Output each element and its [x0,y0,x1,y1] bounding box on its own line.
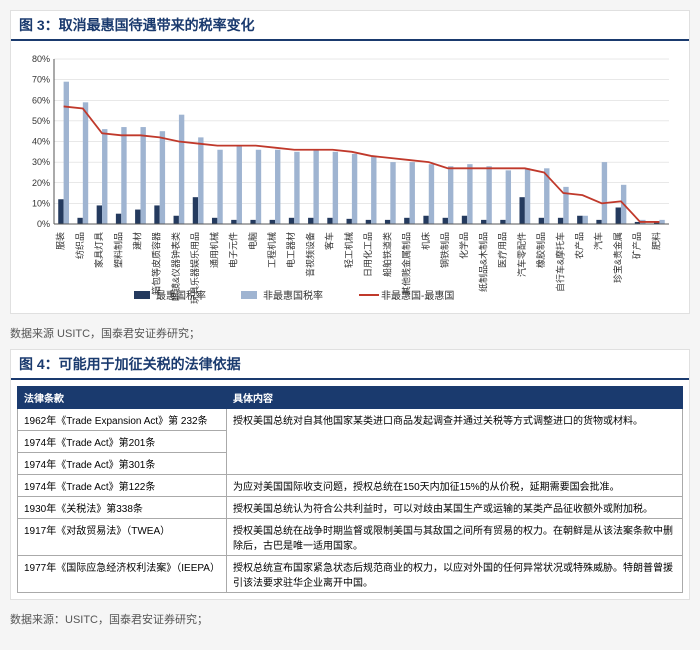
fig3-title: 图 3：取消最惠国待遇带来的税率变化 [11,11,689,41]
svg-text:30%: 30% [32,157,50,167]
figure-4: 图 4：可能用于加征关税的法律依据 法律条款具体内容 1962年《Trade E… [10,349,690,600]
svg-text:化学品: 化学品 [458,232,469,259]
svg-text:自行车&摩托车: 自行车&摩托车 [554,232,565,292]
law-cell: 1974年《Trade Act》第301条 [18,453,227,475]
desc-cell: 授权美国总统认为符合公共利益时，可以对歧由某国生产或运输的某类产品征收额外或附加… [226,497,682,519]
svg-text:50%: 50% [32,116,50,126]
svg-text:电子元件: 电子元件 [228,232,239,268]
svg-text:家具灯具: 家具灯具 [93,232,104,268]
svg-text:纺织品: 纺织品 [74,232,85,259]
law-cell: 1977年《国际应急经济权利法案》（IEEPA） [18,556,227,593]
table-row: 1974年《Trade Act》第122条为应对美国国际收支问题，授权总统在15… [18,475,683,497]
svg-text:船舶铁道类: 船舶铁道类 [381,232,392,277]
svg-text:其他贱金属制品: 其他贱金属制品 [401,232,412,295]
svg-text:机床: 机床 [420,232,431,250]
svg-text:最惠国税率: 最惠国税率 [156,289,206,302]
desc-cell: 授权美国总统对自其他国家某类进口商品发起调查并通过关税等方式调整进口的货物或材料… [226,409,682,475]
svg-text:矿产品: 矿产品 [631,232,642,259]
svg-text:电工器材: 电工器材 [285,232,296,268]
fig4-title: 图 4：可能用于加征关税的法律依据 [11,350,689,380]
svg-text:医疗用品: 医疗用品 [497,232,508,268]
svg-text:纸制品&木制品: 纸制品&木制品 [477,232,488,292]
law-cell: 1930年《关税法》第338条 [18,497,227,519]
table-header-row: 法律条款具体内容 [18,387,683,409]
fig4-source: 数据来源：USITC，国泰君安证券研究； [10,608,690,635]
svg-text:客车: 客车 [324,232,335,250]
table-row: 1962年《Trade Expansion Act》第 232条授权美国总统对自… [18,409,683,431]
svg-text:农产品: 农产品 [574,232,585,259]
svg-text:非最惠国-最惠国: 非最惠国-最惠国 [381,289,454,302]
law-cell: 1974年《Trade Act》第122条 [18,475,227,497]
table-body: 1962年《Trade Expansion Act》第 232条授权美国总统对自… [18,409,683,593]
svg-text:40%: 40% [32,137,50,147]
table-row: 1930年《关税法》第338条授权美国总统认为符合公共利益时，可以对歧由某国生产… [18,497,683,519]
svg-text:汽车零配件: 汽车零配件 [516,232,527,277]
fig4-table-wrap: 法律条款具体内容 1962年《Trade Expansion Act》第 232… [11,380,689,599]
svg-text:0%: 0% [37,219,50,229]
fig3-source: 数据来源 USITC，国泰君安证券研究； [10,322,690,349]
table-header: 具体内容 [226,387,682,409]
table-row: 1917年《对敌贸易法》（TWEA）授权美国总统在战争时期监督或限制美国与其敌国… [18,519,683,556]
svg-text:橡胶制品: 橡胶制品 [535,232,546,268]
table-header: 法律条款 [18,387,227,409]
svg-text:肥料: 肥料 [650,232,661,250]
desc-cell: 为应对美国国际收支问题，授权总统在150天内加征15%的从价税，延期需要国会批准… [226,475,682,497]
svg-text:音视频设备: 音视频设备 [304,232,315,277]
figure-3: 图 3：取消最惠国待遇带来的税率变化 0% 10% 20% 30% 40% 50% 60% 7… [10,10,690,314]
svg-text:工程机械: 工程机械 [266,232,277,268]
fig3-svg: 0% 10% 20% 30% 40% 50% 60% 70% 80% 服装纺织品家具灯具塑料制品建… [19,49,679,309]
desc-cell: 授权美国总统在战争时期监督或限制美国与其敌国之间所有贸易的权力。在朝鲜是从该法案… [226,519,682,556]
svg-text:非最惠国税率: 非最惠国税率 [263,289,323,302]
svg-text:通用机械: 通用机械 [208,232,219,268]
svg-text:珍宝&贵金属: 珍宝&贵金属 [612,232,623,283]
svg-text:10%: 10% [32,198,50,208]
svg-text:轻工机械: 轻工机械 [343,232,354,268]
svg-text:塑料制品: 塑料制品 [112,232,123,268]
svg-text:20%: 20% [32,178,50,188]
fig3-chart: 0% 10% 20% 30% 40% 50% 60% 70% 80% 服装纺织品家具灯具塑料制品建… [11,41,689,313]
svg-text:60%: 60% [32,95,50,105]
law-cell: 1962年《Trade Expansion Act》第 232条 [18,409,227,431]
svg-text:70%: 70% [32,75,50,85]
svg-text:80%: 80% [32,54,50,64]
desc-cell: 授权总统宣布国家紧急状态后规范商业的权力，以应对外国的任何异常状况或特殊威胁。特… [226,556,682,593]
fig4-table: 法律条款具体内容 1962年《Trade Expansion Act》第 232… [17,386,683,593]
svg-text:箱包等皮质容器: 箱包等皮质容器 [151,232,162,295]
svg-text:服装: 服装 [55,232,66,250]
table-row: 1977年《国际应急经济权利法案》（IEEPA）授权总统宣布国家紧急状态后规范商… [18,556,683,593]
svg-text:日用化工品: 日用化工品 [362,232,373,277]
svg-text:钢铁制品: 钢铁制品 [439,232,450,268]
svg-text:汽车: 汽车 [593,232,604,250]
svg-text:电脑: 电脑 [247,232,258,250]
svg-text:建材: 建材 [131,232,142,250]
law-cell: 1917年《对敌贸易法》（TWEA） [18,519,227,556]
law-cell: 1974年《Trade Act》第201条 [18,431,227,453]
